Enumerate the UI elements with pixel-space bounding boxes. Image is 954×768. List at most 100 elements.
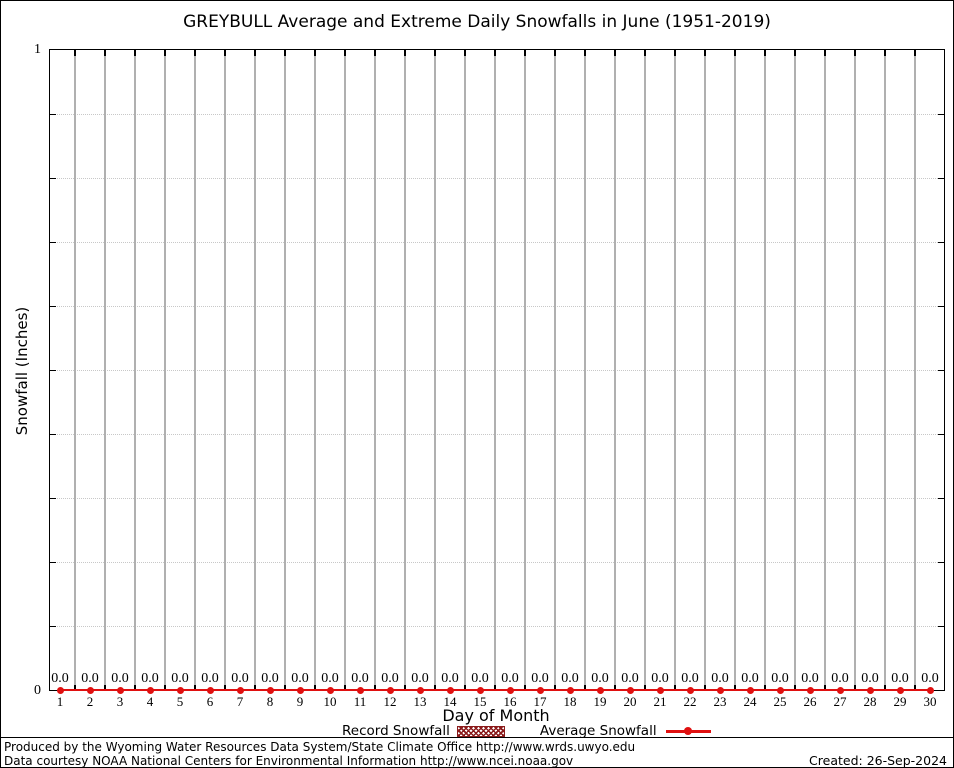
average-snowfall-marker: [716, 686, 724, 694]
record-value-label: 0.0: [231, 671, 249, 686]
day-tick-label: 11: [353, 694, 367, 709]
record-value-label: 0.0: [591, 671, 609, 686]
day-boundary-gridline: [524, 50, 526, 690]
record-value-label: 0.0: [501, 671, 519, 686]
day-boundary-gridline: [794, 50, 796, 690]
day-boundary-gridline: [224, 50, 226, 690]
y-axis-tick-right: [938, 306, 944, 307]
record-value-label: 0.0: [771, 671, 789, 686]
y-axis-tick-left: [50, 306, 56, 307]
top-axis-tick: [644, 50, 646, 56]
y-minor-gridline: [50, 370, 944, 371]
top-axis-tick: [614, 50, 616, 56]
day-boundary-gridline: [164, 50, 166, 690]
average-snowfall-marker: [386, 686, 394, 694]
bottom-axis-tick: [854, 685, 856, 690]
bottom-axis-tick: [524, 685, 526, 690]
y-axis-tick-right: [938, 562, 944, 563]
record-value-label: 0.0: [831, 671, 849, 686]
bottom-axis-tick: [374, 685, 376, 690]
bottom-axis-tick: [764, 685, 766, 690]
bottom-axis-tick: [314, 685, 316, 690]
top-axis-tick: [134, 50, 136, 56]
day-boundary-gridline: [854, 50, 856, 690]
top-axis-tick: [884, 50, 886, 56]
legend-marker-average-snowfall: [684, 727, 693, 735]
record-value-label: 0.0: [471, 671, 489, 686]
footer-credit-wrds: Produced by the Wyoming Water Resources …: [4, 740, 636, 754]
day-boundary-gridline: [434, 50, 436, 690]
record-value-label: 0.0: [411, 671, 429, 686]
average-snowfall-marker: [746, 686, 754, 694]
average-snowfall-marker: [176, 686, 184, 694]
day-tick-label: 20: [623, 694, 637, 709]
plot-area: 0.0 1 0.0 2 0.0 3 0.0 4 0.0 5 0.0 6 0.0 7 0.0 8 0.0 9 0.0 1…: [49, 49, 945, 709]
y-axis-tick-left: [50, 434, 56, 435]
created-date: Created: 26-Sep-2024: [809, 753, 947, 768]
day-boundary-gridline: [134, 50, 136, 690]
top-axis-tick: [254, 50, 256, 56]
day-tick-label: 16: [503, 694, 517, 709]
average-snowfall-marker: [506, 686, 514, 694]
day-boundary-gridline: [194, 50, 196, 690]
bottom-axis-tick: [344, 685, 346, 690]
top-axis-tick: [434, 50, 436, 56]
y-axis-tick-left: [50, 498, 56, 499]
y-minor-gridline: [50, 114, 944, 115]
day-boundary-gridline: [254, 50, 256, 690]
average-snowfall-line: [60, 689, 930, 691]
average-snowfall-marker: [416, 686, 424, 694]
average-snowfall-marker: [86, 686, 94, 694]
bottom-axis-tick: [434, 685, 436, 690]
day-tick-label: 19: [593, 694, 607, 709]
bottom-axis-tick: [704, 685, 706, 690]
day-boundary-gridline: [464, 50, 466, 690]
average-snowfall-marker: [536, 686, 544, 694]
record-value-label: 0.0: [861, 671, 879, 686]
day-tick-label: 18: [563, 694, 577, 709]
top-axis-tick: [674, 50, 676, 56]
legend-swatch-record-snowfall: [456, 725, 505, 737]
average-snowfall-marker: [806, 686, 814, 694]
record-value-label: 0.0: [141, 671, 159, 686]
average-snowfall-marker: [566, 686, 574, 694]
bottom-axis-tick: [794, 685, 796, 690]
top-axis-tick: [164, 50, 166, 56]
bottom-axis-tick: [134, 685, 136, 690]
top-axis-tick: [584, 50, 586, 56]
day-boundary-gridline: [584, 50, 586, 690]
day-boundary-gridline: [674, 50, 676, 690]
bottom-axis-tick: [554, 685, 556, 690]
average-snowfall-marker: [836, 686, 844, 694]
top-axis-tick: [194, 50, 196, 56]
day-tick-label: 22: [683, 694, 697, 709]
top-axis-tick: [104, 50, 106, 56]
average-snowfall-marker: [476, 686, 484, 694]
average-snowfall-marker: [56, 686, 64, 694]
x-axis-title: Day of Month: [442, 706, 550, 725]
y-axis-tick-left: [50, 370, 56, 371]
record-value-label: 0.0: [531, 671, 549, 686]
average-snowfall-marker: [146, 686, 154, 694]
average-snowfall-marker: [356, 686, 364, 694]
bottom-axis-tick: [644, 685, 646, 690]
day-boundary-gridline: [344, 50, 346, 690]
y-tick-label-min: 0: [34, 683, 41, 698]
day-boundary-gridline: [494, 50, 496, 690]
day-tick-label: 29: [893, 694, 907, 709]
day-tick-label: 28: [863, 694, 877, 709]
y-minor-gridline: [50, 242, 944, 243]
day-tick-label: 26: [803, 694, 817, 709]
day-tick-label: 13: [413, 694, 427, 709]
y-axis-tick-right: [938, 242, 944, 243]
top-axis-tick: [524, 50, 526, 56]
record-value-label: 0.0: [681, 671, 699, 686]
day-tick-label: 3: [116, 694, 124, 709]
day-tick-label: 30: [923, 694, 937, 709]
average-snowfall-marker: [596, 686, 604, 694]
day-tick-label: 14: [443, 694, 457, 709]
y-minor-gridline: [50, 562, 944, 563]
day-boundary-gridline: [914, 50, 916, 690]
day-tick-label: 8: [266, 694, 274, 709]
record-value-label: 0.0: [201, 671, 219, 686]
